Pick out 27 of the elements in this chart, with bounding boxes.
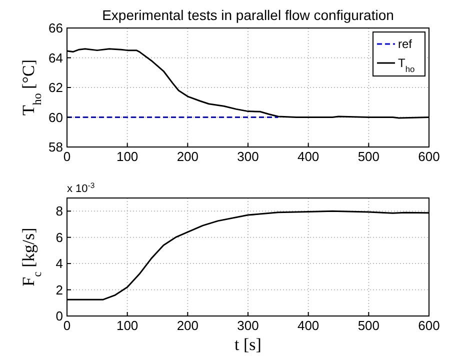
- y-tick-label: 66: [48, 20, 63, 36]
- chart-title: Experimental tests in parallel flow configuration: [102, 7, 394, 23]
- y-tick-label: 4: [56, 256, 63, 272]
- y-tick-label: 58: [48, 140, 63, 154]
- x-tick-label: 100: [116, 149, 138, 164]
- y-tick-label: 62: [48, 80, 63, 95]
- x-tick-label: 200: [176, 149, 199, 164]
- x-tick-label: 600: [418, 149, 440, 164]
- text: x 10$^{-3}$: [67, 180, 95, 195]
- x-tick-label: 300: [237, 318, 259, 333]
- y-tick-label: 0: [56, 308, 63, 324]
- y-tick-label: 6: [56, 230, 63, 245]
- legend-label: T$_{ho}$: [398, 56, 415, 74]
- y-tick-label: 64: [48, 50, 63, 66]
- x-tick-label: 500: [358, 318, 380, 333]
- y-tick-label: 2: [56, 282, 63, 298]
- x-tick-label: 300: [237, 149, 259, 164]
- x-tick-label: 100: [116, 318, 138, 333]
- x-tick-label: 200: [176, 318, 199, 333]
- x-tick-label: 600: [418, 318, 440, 333]
- x-tick-label: 500: [358, 149, 380, 164]
- x-tick-label: 400: [297, 318, 320, 333]
- x-axis-title: t [s]: [234, 335, 262, 354]
- y-tick-label: 60: [48, 110, 63, 125]
- y-tick-label: 8: [56, 204, 63, 219]
- legend-label: ref: [398, 37, 413, 51]
- x-tick-label: 400: [297, 149, 320, 164]
